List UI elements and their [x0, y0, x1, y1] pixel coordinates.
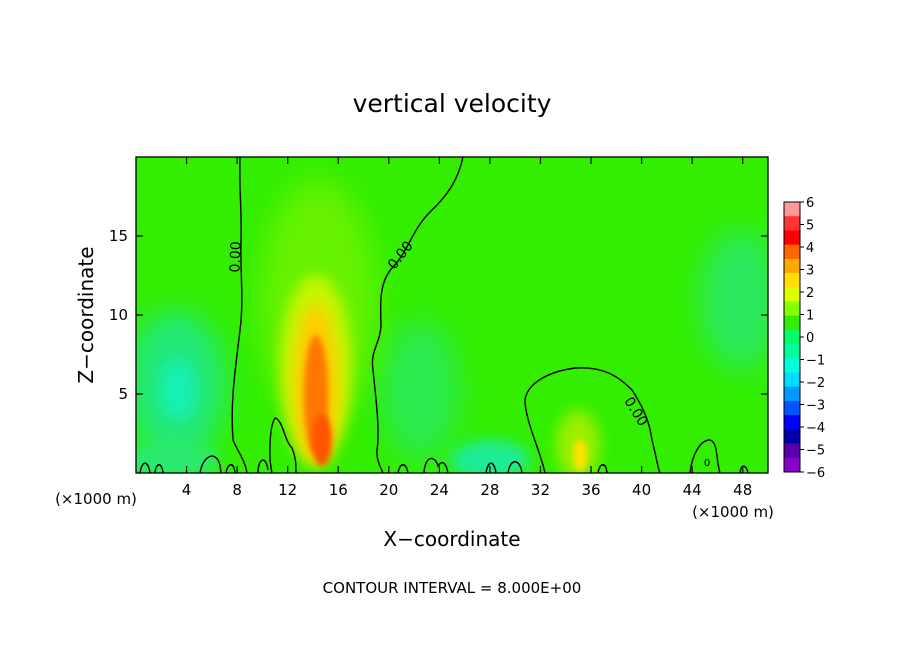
colorbar-label: 4 [806, 241, 814, 256]
contour-small-6 [739, 465, 749, 473]
colorbar-swatch [784, 258, 800, 274]
contour-dome [524, 367, 661, 473]
contour-small-3 [139, 462, 236, 473]
colorbar-label: 0 [806, 331, 814, 346]
colorbar-swatch [784, 429, 800, 445]
colorbar-label: 1 [806, 309, 814, 324]
x-tick-label: 36 [581, 481, 600, 499]
colorbar-label: −5 [806, 444, 825, 459]
colorbar-swatch [784, 315, 800, 331]
colorbar-label: 3 [806, 264, 814, 279]
contour-label-right: 0 [704, 458, 710, 469]
colorbar-swatch [784, 244, 800, 260]
updraft-core-bottom [312, 414, 332, 466]
colorbar-swatch [784, 273, 800, 288]
colorbar: 6 5 4 3 2 1 0 −1 −2 −3 −4 −5 −6 [783, 196, 825, 481]
contour-interval: CONTOUR INTERVAL = 8.000E+00 [323, 579, 582, 597]
y-axis: 5 10 15 [109, 227, 768, 403]
x-tick-label: 4 [182, 481, 192, 499]
x-axis-unit: (×1000 m) [692, 503, 774, 521]
velocity-field: 0.00 0.00 0.00 0 [136, 157, 768, 473]
x-axis: 4 8 12 16 20 24 28 32 36 40 44 48 [182, 157, 752, 499]
contour-bump-left [269, 417, 297, 473]
downdraft-region-mid [380, 320, 460, 460]
colorbar-swatch [784, 415, 800, 430]
y-tick-label: 15 [109, 227, 128, 245]
contour-small-2 [257, 459, 269, 473]
colorbar-swatch [784, 202, 800, 217]
colorbar-swatch [784, 457, 800, 473]
colorbar-swatch [784, 400, 800, 416]
x-tick-label: 24 [430, 481, 449, 499]
colorbar-label: 6 [806, 196, 814, 211]
colorbar-label: −6 [806, 466, 825, 481]
x-tick-label: 8 [232, 481, 242, 499]
y-tick-label: 10 [109, 306, 128, 324]
colorbar-swatch [784, 358, 800, 374]
contour-small-5 [485, 461, 608, 473]
x-tick-label: 28 [480, 481, 499, 499]
colorbar-swatch [784, 386, 800, 402]
chart-title: vertical velocity [353, 89, 552, 118]
colorbar-swatch [784, 372, 800, 388]
x-tick-label: 32 [531, 481, 550, 499]
contour-left [231, 157, 248, 473]
x-axis-label: X−coordinate [383, 527, 520, 551]
y-axis-label: Z−coordinate [74, 246, 98, 383]
colorbar-label: 2 [806, 286, 814, 301]
colorbar-label: −1 [806, 354, 825, 369]
updraft-secondary-core [573, 439, 587, 471]
contour-middle [371, 157, 464, 473]
contour-bump-right [689, 439, 721, 473]
colorbar-label: −2 [806, 376, 825, 391]
downdraft-region-right [700, 230, 768, 370]
downdraft-region-low [450, 440, 530, 473]
colorbar-swatch [784, 216, 800, 231]
colorbar-swatch [784, 287, 800, 302]
colorbar-swatch [784, 230, 800, 246]
x-tick-label: 40 [632, 481, 651, 499]
plot-area: 0.00 0.00 0.00 0 [135, 156, 769, 474]
colorbar-label: −4 [806, 421, 825, 436]
x-tick-label: 12 [278, 481, 297, 499]
x-tick-label: 20 [379, 481, 398, 499]
x-tick-label: 48 [733, 481, 752, 499]
colorbar-swatch [784, 329, 800, 345]
colorbar-swatch [784, 344, 800, 359]
zero-contours [139, 157, 749, 473]
colorbar-swatch [784, 301, 800, 317]
downdraft-core-left [160, 360, 196, 420]
contour-label-left: 0.00 [227, 241, 244, 273]
colorbar-label: −3 [806, 399, 825, 414]
contour-small-1 [199, 455, 222, 473]
colorbar-swatch [784, 443, 800, 459]
contour-small-4 [397, 457, 449, 473]
x-tick-label: 16 [329, 481, 348, 499]
x-tick-label: 44 [683, 481, 702, 499]
y-axis-unit: (×1000 m) [55, 490, 137, 508]
colorbar-label: 5 [806, 219, 814, 234]
y-tick-label: 5 [118, 385, 128, 403]
